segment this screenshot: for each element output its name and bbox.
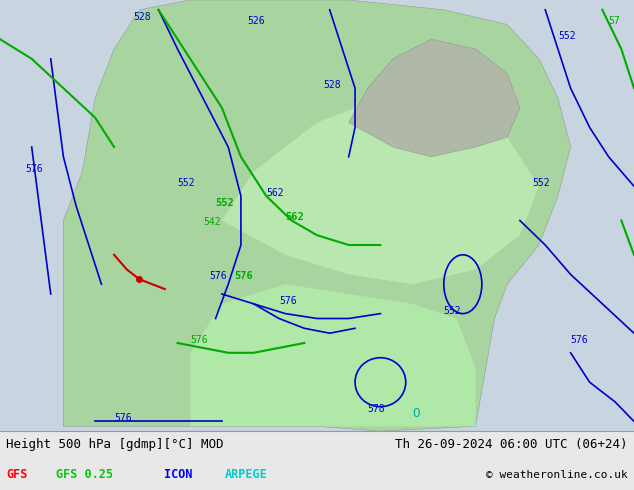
Text: 552: 552	[533, 178, 550, 188]
Text: ARPEGE: ARPEGE	[225, 468, 268, 481]
Text: © weatheronline.co.uk: © weatheronline.co.uk	[486, 470, 628, 480]
Text: 562: 562	[266, 188, 284, 198]
Text: O: O	[412, 407, 420, 419]
Text: 576: 576	[571, 335, 588, 345]
Polygon shape	[63, 0, 571, 431]
Text: GFS: GFS	[6, 468, 28, 481]
Text: 576: 576	[190, 335, 208, 345]
Text: Height 500 hPa [gdmp][°C] MOD: Height 500 hPa [gdmp][°C] MOD	[6, 439, 224, 451]
Text: 576: 576	[114, 414, 132, 423]
Text: 552: 552	[558, 31, 576, 41]
Text: 576: 576	[25, 164, 43, 173]
FancyBboxPatch shape	[0, 0, 634, 431]
Text: GFS 0.25: GFS 0.25	[56, 468, 113, 481]
Text: 576: 576	[235, 271, 254, 281]
Text: ICON: ICON	[164, 468, 192, 481]
Text: 552: 552	[216, 198, 235, 208]
Polygon shape	[349, 39, 520, 157]
Text: 57: 57	[609, 17, 621, 26]
Text: 576: 576	[279, 296, 297, 306]
Polygon shape	[190, 284, 476, 426]
Text: 562: 562	[285, 213, 304, 222]
Text: 552: 552	[178, 178, 195, 188]
Text: 552: 552	[444, 306, 462, 316]
Text: 578: 578	[368, 404, 385, 414]
Text: 542: 542	[203, 218, 221, 227]
Text: 576: 576	[209, 271, 227, 281]
Polygon shape	[222, 98, 539, 284]
Text: 526: 526	[247, 17, 265, 26]
Text: 528: 528	[323, 80, 341, 90]
FancyBboxPatch shape	[0, 431, 634, 490]
Text: 528: 528	[133, 12, 151, 22]
Text: Th 26-09-2024 06:00 UTC (06+24): Th 26-09-2024 06:00 UTC (06+24)	[395, 439, 628, 451]
